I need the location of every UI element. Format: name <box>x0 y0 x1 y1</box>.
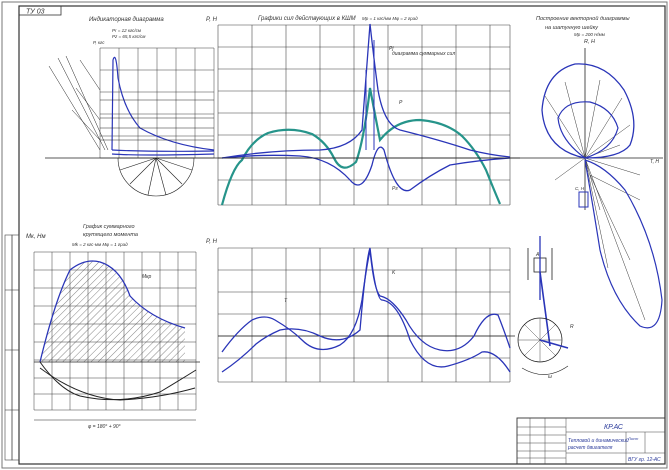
forces-main-pr-curve <box>221 146 511 192</box>
indicator-y-axis: P, кгс <box>93 40 105 45</box>
indicator-param1: Pr = 12 кгс/см <box>112 28 141 33</box>
crank-arm <box>539 339 569 349</box>
polar-outer-curve <box>541 63 635 159</box>
title-block: КР.АС Тепловой и динамический расчет дви… <box>516 417 666 465</box>
indicator-diagram-panel: Индикаторная диаграмма Pr = 12 кгс/см Pz… <box>45 17 520 197</box>
forces-main-annotation: диаграмма суммарных сил <box>392 51 455 57</box>
forces-main-label-2: P <box>399 100 403 106</box>
polar-axis-label2: C, Н <box>575 186 585 191</box>
polar-axis-label: T, Н <box>650 159 659 165</box>
torque-y-axis: Mк, Нм <box>26 234 46 240</box>
title-block-frame <box>516 417 666 465</box>
forces-main-pj-curve <box>220 87 502 206</box>
torque-title-2: крутящего момента <box>83 232 138 238</box>
polar-scale: Mp = 200 Н/мм <box>574 32 605 37</box>
forces-main-label-1: Pj <box>389 46 394 52</box>
title-block-org: ВГУ гр. 12-АС <box>628 457 661 463</box>
polar-panel: Построение векторной диаграммы на шатунн… <box>520 15 663 329</box>
polar-title-2: на шатунную шейку <box>545 24 599 31</box>
mechanism-label-omega: ω <box>548 374 552 380</box>
indicator-title: Индикаторная диаграмма <box>89 17 164 23</box>
forces-bottom-t-curve <box>221 249 511 353</box>
torque-x-label: φ = 180° + 90° <box>88 424 121 430</box>
torque-title-1: График суммарного <box>83 224 135 230</box>
forces-main-p-curve <box>221 23 511 159</box>
forces-main-grid <box>217 24 511 206</box>
indicator-projection <box>48 55 214 151</box>
title-block-title-2: расчет двигателя <box>567 445 613 451</box>
stamp-box <box>18 5 62 16</box>
rotation-arc <box>521 365 569 375</box>
stamp-text: ТУ 03 <box>26 9 45 16</box>
polar-inner-curve <box>557 101 619 159</box>
torque-curve <box>39 260 186 363</box>
mechanism-panel: A R ω <box>517 236 574 380</box>
polar-title-1: Построение векторной диаграммы <box>536 15 630 22</box>
title-block-code: КР.АС <box>604 424 624 431</box>
title-block-title-1: Тепловой и динамический <box>568 437 629 444</box>
indicator-grid <box>99 47 215 159</box>
mechanism-label-r: R <box>570 324 574 330</box>
torque-curve-label: Mкр <box>142 274 152 280</box>
mechanism-label-a: A <box>535 252 540 258</box>
polar-small-rect <box>578 191 589 208</box>
indicator-curve <box>111 56 215 156</box>
forces-main-panel: Графики сил действующих в КШМ Mp = 1 кгс… <box>206 15 520 206</box>
forces-main-title: Графики сил действующих в КШМ <box>258 15 356 22</box>
connecting-rod <box>539 271 551 347</box>
forces-main-peak-lines <box>365 40 375 150</box>
forces-bottom-k-curve <box>221 247 511 373</box>
title-block-sheet: Лист <box>627 436 639 441</box>
indicator-param2: Pz = 65,5 кгс/см <box>112 34 146 39</box>
torque-scale: Mk = 2 кгс·мм Mφ = 1 град <box>72 242 128 247</box>
forces-bottom-grid <box>217 247 511 383</box>
left-margin-strips <box>4 234 20 461</box>
torque-lower-curves <box>39 361 197 401</box>
forces-bottom-label-t: T <box>284 298 288 304</box>
polar-y-axis: R, Н <box>584 39 595 45</box>
forces-main-label-3: Pг <box>392 186 398 192</box>
torque-panel: Mк, Нм График суммарного крутящего момен… <box>26 224 200 430</box>
crank-spokes <box>518 318 562 362</box>
torque-hatched-area <box>40 261 185 362</box>
forces-main-y-axis: P, Н <box>206 17 218 23</box>
polar-radials <box>544 79 646 321</box>
title-block-grid <box>517 418 665 464</box>
forces-bottom-label-k: K <box>392 270 396 276</box>
forces-bottom-y-axis: P, Н <box>206 239 218 245</box>
forces-main-scale: Mp = 1 кгс/мм Mφ = 2 град <box>362 16 418 21</box>
brix-semicircle <box>117 157 195 197</box>
forces-bottom-panel: P, Н T K <box>206 239 515 383</box>
polar-lower-lobe <box>584 159 663 329</box>
